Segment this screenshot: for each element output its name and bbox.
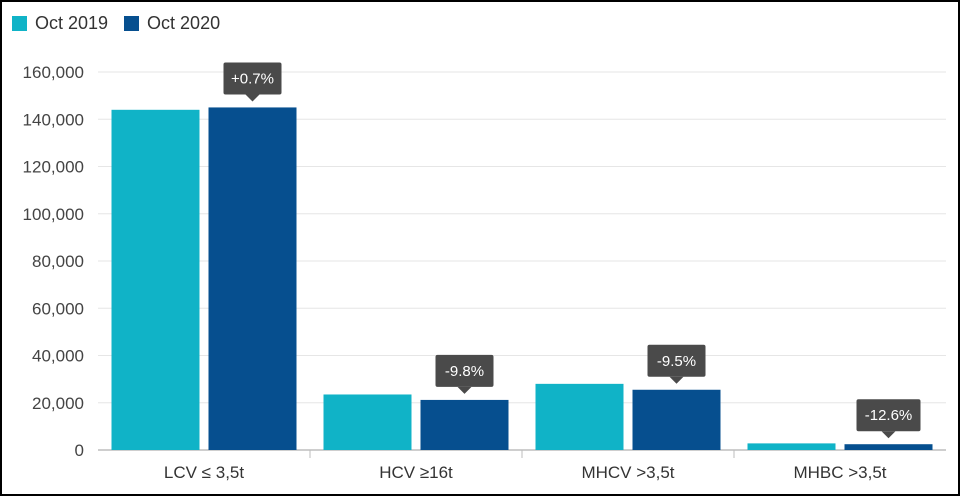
legend-label-oct-2020: Oct 2020 [147,13,221,33]
y-tick-label-120000: 120,000 [23,158,84,177]
annotation-label-mhcv-3-5t: -9.5% [657,353,696,370]
annotation-pointer-hcv-16t [457,386,472,394]
y-tick-label-140000: 140,000 [23,110,84,129]
y-tick-label-40000: 40,000 [32,347,84,366]
legend-label-oct-2019: Oct 2019 [35,13,109,33]
x-tick-label-hcv-16t: HCV ≥16t [379,463,453,482]
bar-mhbc-3-5t-oct-2020[interactable] [844,444,933,450]
y-tick-label-0: 0 [75,441,84,460]
y-tick-label-80000: 80,000 [32,252,84,271]
y-tick-label-60000: 60,000 [32,299,84,318]
annotation-box-hcv-16t [435,354,494,387]
chart-legend: Oct 2019 Oct 2020 [12,13,236,34]
bar-lcv-3-5t-oct-2020[interactable] [208,107,297,450]
y-tick-label-160000: 160,000 [23,63,84,82]
bar-hcv-16t-oct-2020[interactable] [420,399,509,450]
legend-swatch-oct-2020 [124,16,140,31]
bar-mhcv-3-5t-oct-2020[interactable] [632,389,721,450]
legend-item-oct-2020[interactable]: Oct 2020 [124,13,220,34]
bar-mhbc-3-5t-oct-2019[interactable] [747,443,836,450]
annotation-label-mhbc-3-5t: -12.6% [865,407,913,424]
x-tick-label-mhcv-3-5t: MHCV >3,5t [581,463,674,482]
bar-mhcv-3-5t-oct-2019[interactable] [535,383,624,450]
annotation-box-mhbc-3-5t [856,399,921,432]
x-tick-label-lcv-3-5t: LCV ≤ 3,5t [164,463,244,482]
annotation-label-lcv-3-5t: +0.7% [231,70,274,87]
y-tick-label-100000: 100,000 [23,205,84,224]
annotation-box-mhcv-3-5t [647,344,706,377]
bar-hcv-16t-oct-2019[interactable] [323,394,412,450]
legend-item-oct-2019[interactable]: Oct 2019 [12,13,108,34]
annotation-pointer-lcv-3-5t [245,94,260,102]
annotation-label-hcv-16t: -9.8% [445,363,484,380]
y-tick-label-20000: 20,000 [32,394,84,413]
legend-swatch-oct-2019 [12,16,27,31]
annotation-box-lcv-3-5t [223,62,282,95]
bar-lcv-3-5t-oct-2019[interactable] [111,109,200,451]
annotation-pointer-mhcv-3-5t [669,376,684,384]
x-tick-label-mhbc-3-5t: MHBC >3,5t [793,463,886,482]
annotation-pointer-mhbc-3-5t [881,431,896,439]
